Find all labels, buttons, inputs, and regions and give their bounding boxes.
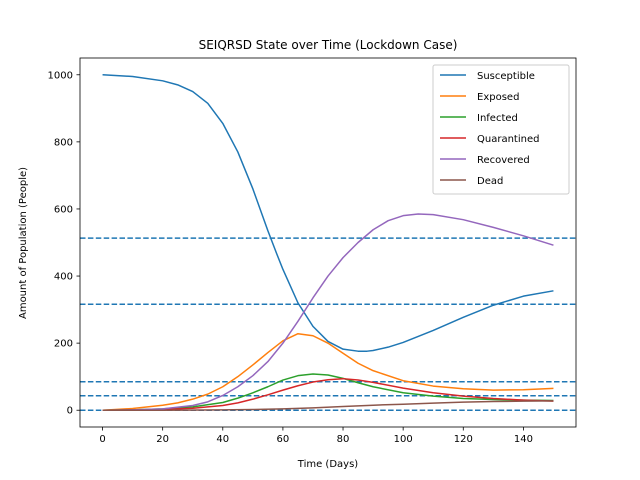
series-line-infected <box>102 373 554 411</box>
x-tick-label: 40 <box>216 434 229 445</box>
chart-title: SEIQRSD State over Time (Lockdown Case) <box>199 38 458 52</box>
series-line-quarantined <box>102 377 554 411</box>
legend-label-dead: Dead <box>477 176 503 187</box>
y-tick-label: 200 <box>54 339 73 350</box>
y-tick-label: 1000 <box>48 70 73 81</box>
legend: Susceptible Exposed Infected Quarantined Rec… <box>432 64 570 195</box>
legend-label-susceptible: Susceptible <box>477 71 535 82</box>
y-axis-label: Amount of Population (People) <box>18 167 29 319</box>
x-tick-label: 100 <box>394 434 413 445</box>
x-tick-label: 60 <box>277 434 290 445</box>
plot-area: 0 20 40 60 80 100 120 140 0 200 400 600 800 1000 <box>48 57 577 445</box>
legend-label-exposed: Exposed <box>477 92 519 103</box>
x-tick-label: 80 <box>337 434 350 445</box>
x-tick-label: 20 <box>156 434 169 445</box>
x-tick-label: 120 <box>454 434 473 445</box>
legend-label-infected: Infected <box>477 113 518 124</box>
plot-frame <box>79 57 577 428</box>
legend-label-recovered: Recovered <box>477 155 530 166</box>
y-tick-label: 800 <box>54 137 73 148</box>
series-line-recovered <box>102 213 554 411</box>
series-line-exposed <box>102 332 554 411</box>
x-tick-label: 140 <box>514 434 533 445</box>
legend-label-quarantined: Quarantined <box>477 134 539 145</box>
series-line-susceptible <box>102 74 554 352</box>
y-tick-label: 600 <box>54 204 73 215</box>
series-line-dead <box>102 400 554 411</box>
y-tick-label: 0 <box>67 406 73 417</box>
x-axis-label: Time (Days) <box>297 459 359 470</box>
x-tick-label: 0 <box>99 434 105 445</box>
y-tick-label: 400 <box>54 272 73 283</box>
legend-box <box>432 64 570 195</box>
